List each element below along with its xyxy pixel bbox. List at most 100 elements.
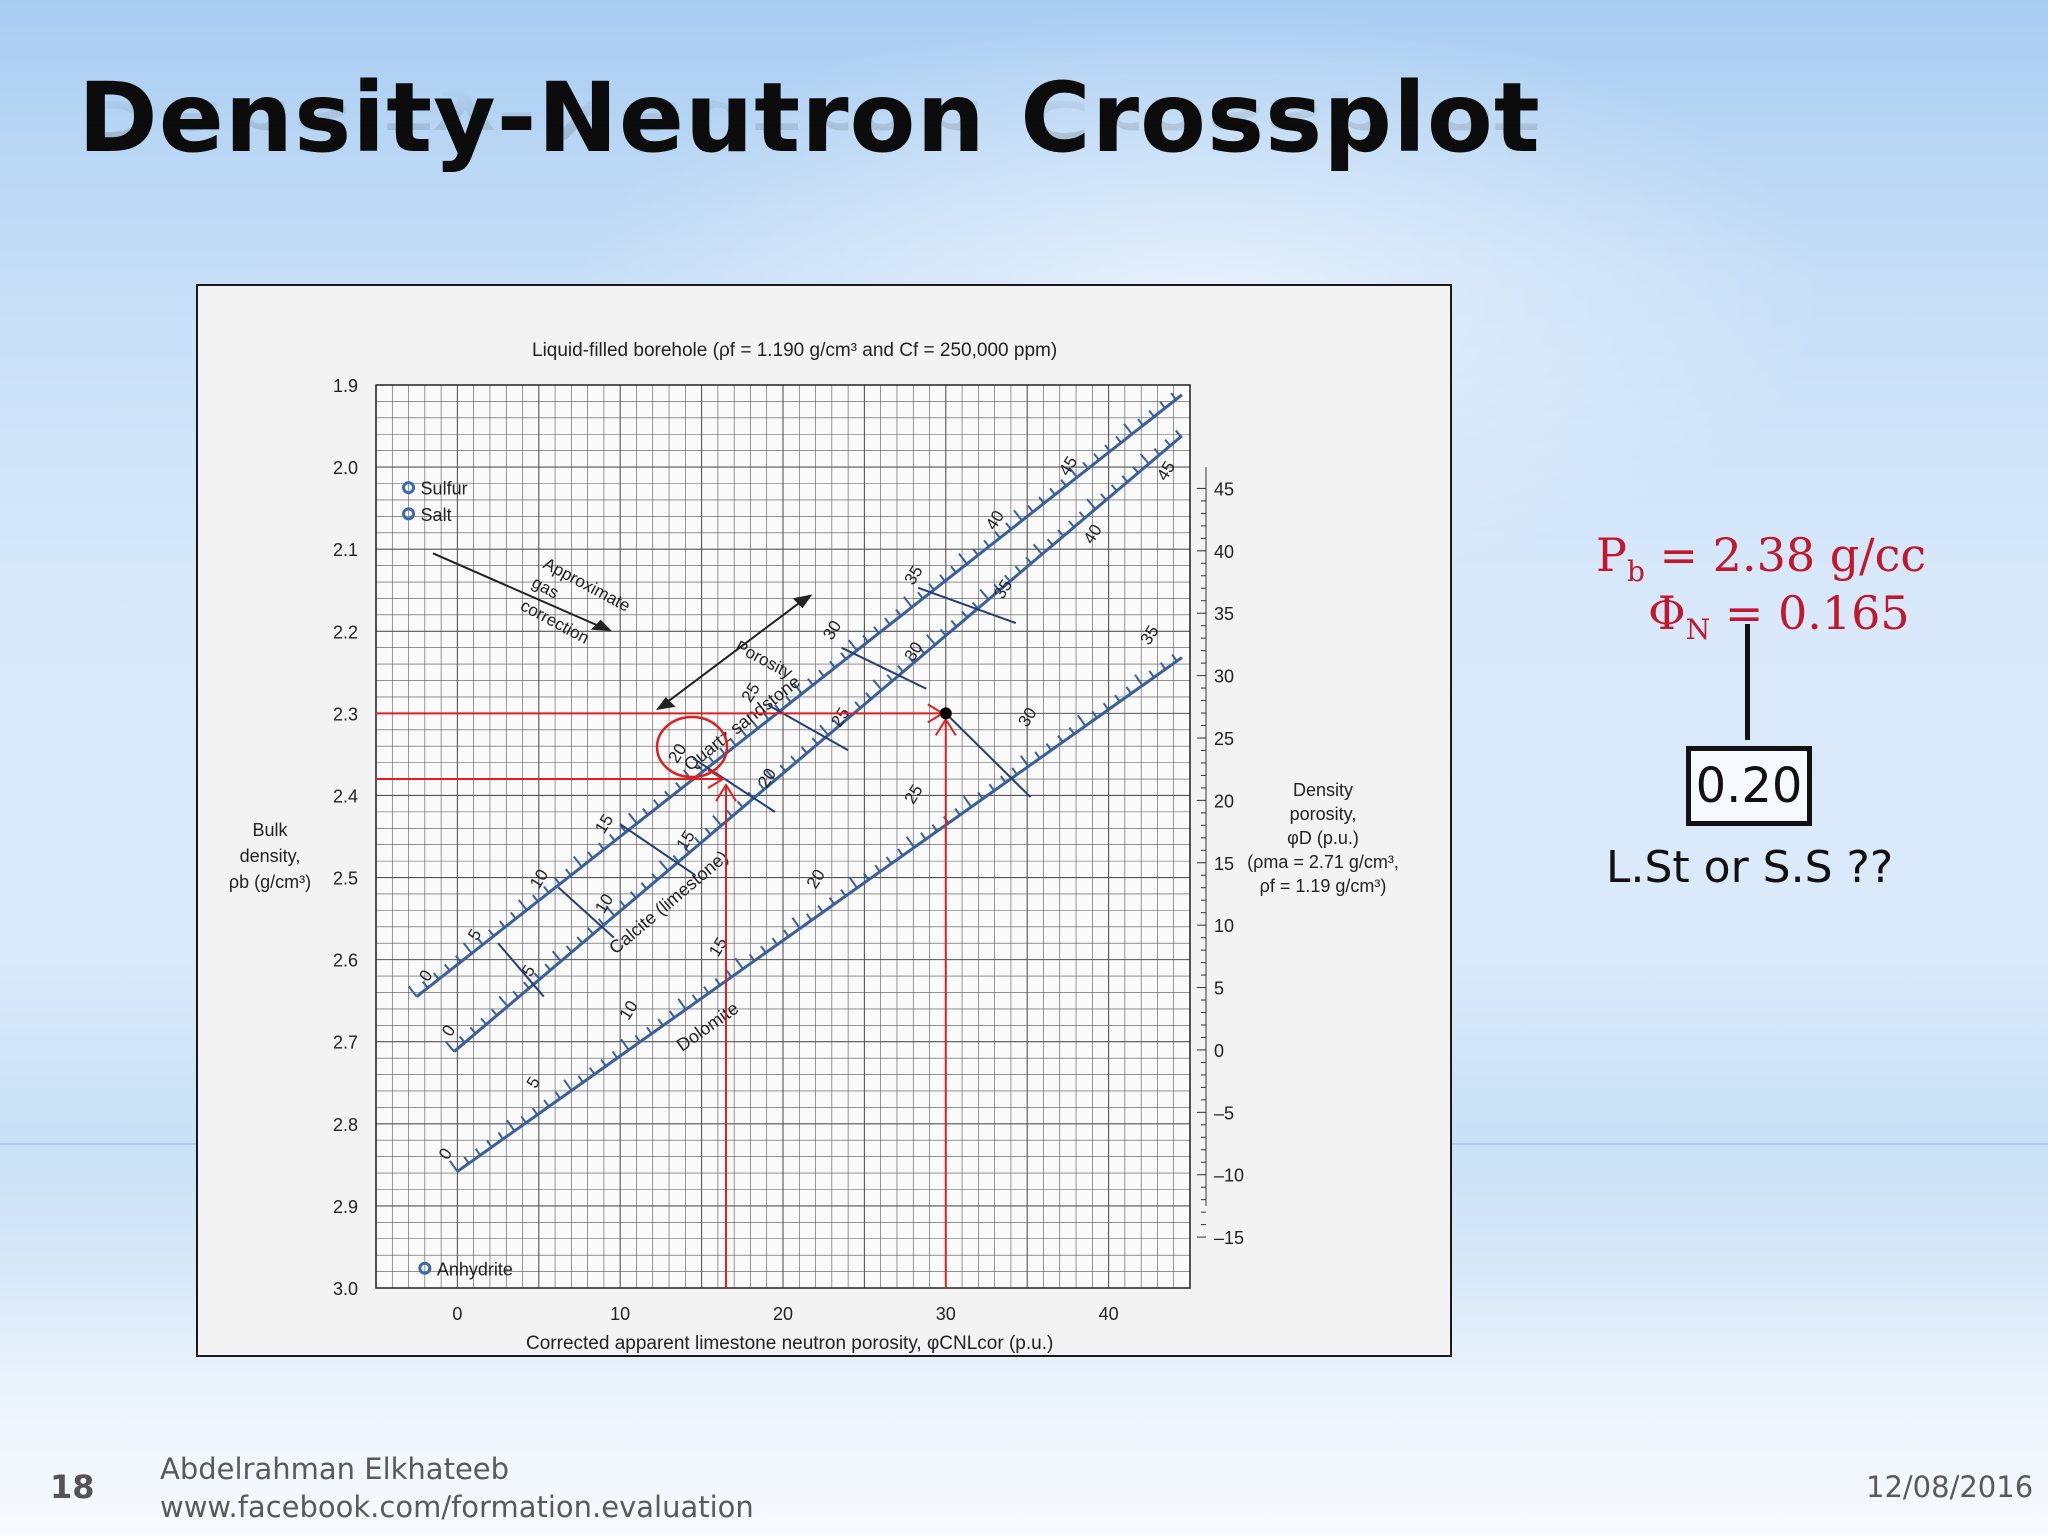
lithology-line-tick [653, 799, 660, 807]
lithology-line-tick [1038, 496, 1045, 504]
lithology-line-tick [531, 1107, 539, 1116]
lithology-line-tick [884, 617, 891, 626]
lithology-line-tick [532, 894, 539, 902]
lithology-line-tick [499, 920, 506, 928]
lithology-line-tick [642, 807, 649, 816]
lithology-line-tick [672, 854, 680, 863]
y-tick-label: 3.0 [333, 1279, 358, 1299]
lithology-line-tick [1045, 743, 1052, 751]
y-axis-label: density, [240, 846, 301, 866]
lithology-line-tick [443, 963, 451, 972]
lithology-line-tick [950, 565, 957, 574]
porosity-connector-line [557, 886, 615, 939]
lithology-line-tick [1115, 435, 1122, 444]
y-tick-label: 2.8 [333, 1115, 358, 1135]
mineral-point-label: Anhydrite [437, 1259, 513, 1279]
lithology-line-tick [1082, 461, 1089, 470]
x-tick-label: 40 [1099, 1304, 1119, 1324]
lithology-line-tick [1049, 487, 1056, 496]
lithology-line-tick [840, 652, 847, 660]
lithology-line-tick [811, 737, 819, 745]
lithology-line-tick [1100, 493, 1107, 501]
lithology-line-tick [691, 994, 699, 1002]
lithology-line-tick [1086, 498, 1097, 510]
lithology-line-tick [979, 588, 990, 601]
mineral-point-marker [402, 507, 416, 521]
lithology-line-tick [886, 674, 894, 682]
y-tick-label: 2.6 [333, 951, 358, 971]
x-tick-label: 0 [452, 1304, 462, 1324]
lithology-line-tick [664, 790, 671, 799]
lithology-line-tick [714, 978, 721, 986]
lithology-line-tick [629, 891, 637, 899]
y-axis-label: ρb (g/cm³) [229, 872, 311, 892]
lithology-line-tick [1174, 429, 1182, 438]
lithology-line-tick [863, 872, 870, 881]
crossplot-svg: 1.9 2.0 2.1 2.2 2.3 2.4 2.5 2.6 2.7 2.8 2.9 3.0 0 10 2… [229, 340, 1399, 1354]
right-axis-label: porosity, [1290, 804, 1357, 824]
lithology-line-tick [1068, 520, 1075, 528]
density-porosity-label: 25 [1214, 729, 1234, 749]
lithology-line-tick [807, 678, 814, 686]
lithology-line-tick [444, 1041, 455, 1053]
lithology-line-tick [790, 755, 797, 763]
plot-border [375, 384, 1191, 1289]
lithology-line-tick [738, 726, 748, 738]
lithology-line-tick [783, 929, 790, 938]
lithology-line-tick [619, 900, 626, 908]
lithology-line-tick [1032, 543, 1043, 555]
lithology-line-tick [1125, 686, 1132, 695]
lithology-line-tick [1164, 438, 1172, 447]
slide-title: Density-Neutron Crossplot [78, 62, 1541, 174]
lithology-line-tick [907, 655, 915, 664]
lithology-line-tick [1171, 654, 1178, 662]
lithology-line-tick [818, 669, 825, 677]
lithology-line-tick [774, 704, 781, 712]
lithology-line-tick [432, 972, 440, 980]
lithology-line-tick [658, 860, 669, 872]
lithology-line-tick [708, 756, 715, 764]
lithology-line-path [456, 656, 1183, 1173]
density-porosity-label: 5 [1214, 979, 1224, 999]
lithology-line-tick [572, 855, 583, 868]
pick-arrowhead [707, 769, 725, 789]
lithology-line-tick [1077, 714, 1087, 727]
lithology-line-tick [1068, 466, 1078, 478]
pick-point-marker [939, 707, 952, 720]
lithology-line-tick [828, 897, 836, 905]
lithology-line-tick [993, 583, 1000, 592]
lithology-line-tick [1078, 511, 1086, 519]
lithology-line-tick [620, 825, 627, 833]
lithology-line-tick [734, 957, 744, 970]
bulk-density-equation: Pb = 2.38 g/cc [1596, 528, 1926, 588]
porosity-arrow [660, 595, 809, 708]
lithology-line-tick [407, 985, 418, 998]
lithology-line-tick [554, 877, 561, 885]
lithology-line-tick [520, 1115, 527, 1124]
lithology-line-tick [675, 781, 682, 790]
right-axis-label: ρf = 1.19 g/cm³) [1260, 876, 1387, 896]
lithology-line-tick [1134, 674, 1144, 687]
lithology-line-tick [506, 1119, 516, 1132]
y-tick-label: 1.9 [333, 376, 358, 396]
lithology-line-tick [730, 738, 737, 747]
lithology-line-tick [609, 833, 616, 842]
density-porosity-label: 20 [1214, 791, 1234, 811]
lithology-line-tick [565, 945, 573, 953]
lithology-line-tick [554, 1091, 561, 1100]
lithology-line-tick [704, 827, 712, 836]
lithology-line-tick [760, 945, 767, 954]
right-axis-label: φD (p.u.) [1287, 828, 1359, 848]
lithology-line-tick [865, 692, 872, 700]
lithology-line-tick [703, 986, 710, 994]
lithology-line-tick [657, 1018, 664, 1027]
author-name: Abdelrahman Elkhateeb [160, 1452, 510, 1486]
lithology-line-tick [488, 929, 495, 937]
lithology-line-tick [917, 591, 924, 600]
lithology-line-tick [1013, 509, 1023, 522]
lithology-line-tick [988, 783, 995, 792]
porosity-arrowhead [656, 696, 676, 711]
lithology-line-tick [498, 995, 509, 1008]
lithology-line-tick [765, 769, 776, 781]
mineral-point-marker [418, 1261, 432, 1275]
